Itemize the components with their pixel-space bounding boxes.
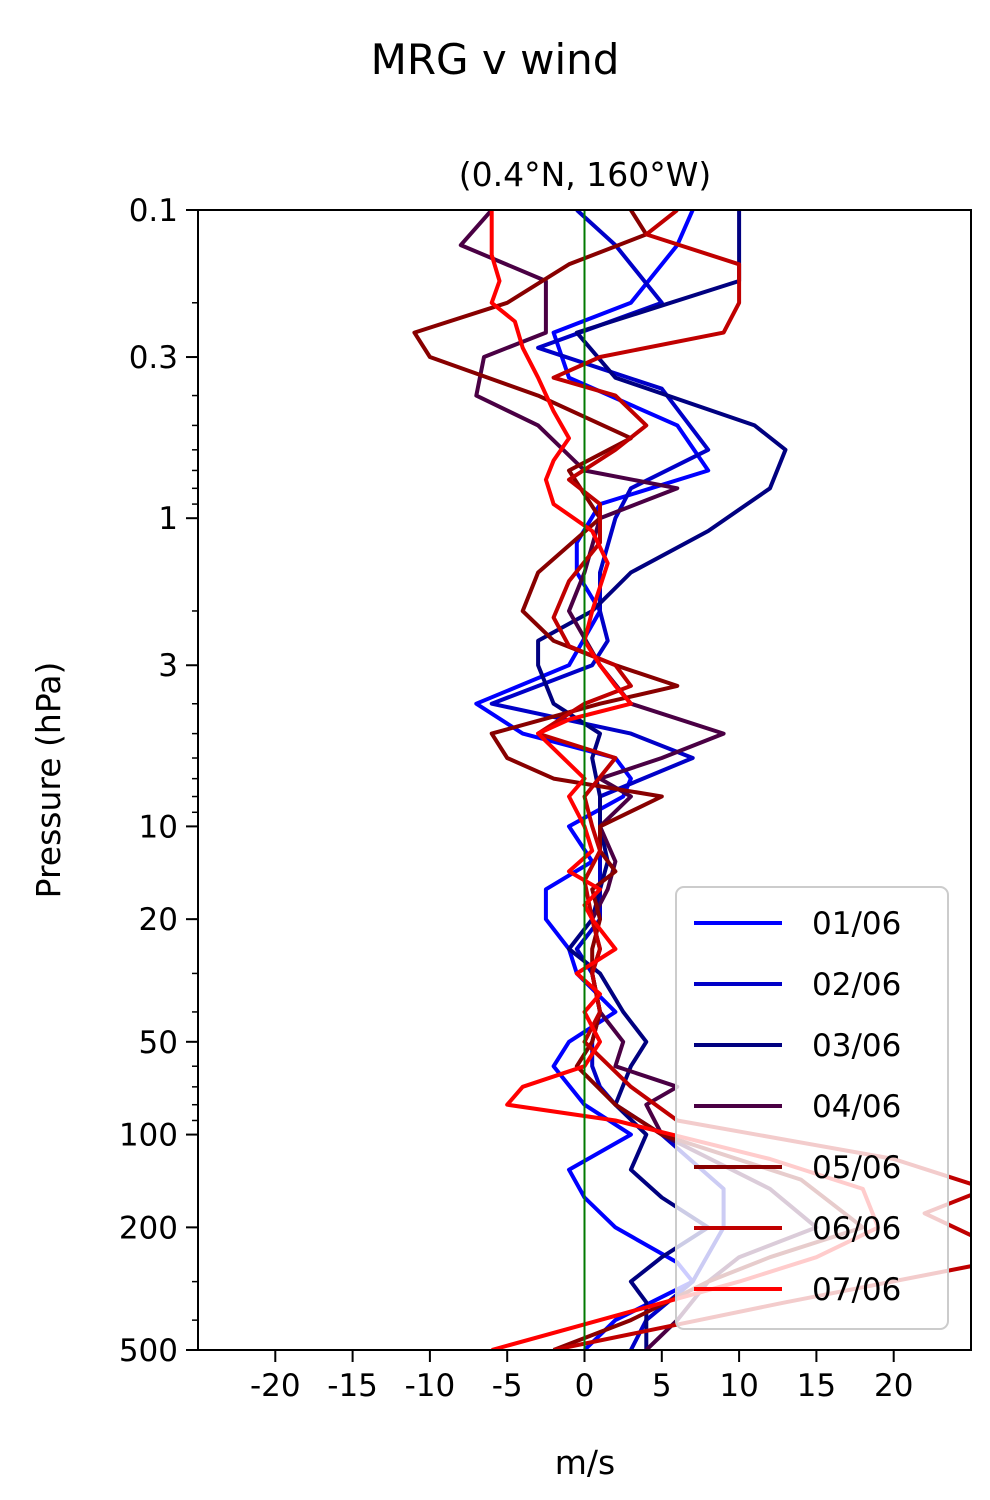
x-tick-label: -20 [250,1368,301,1404]
legend-label: 07/06 [812,1272,901,1308]
x-tick-label: 10 [719,1368,758,1404]
x-tick-label: 0 [575,1368,595,1404]
legend-label: 02/06 [812,967,901,1003]
legend-label: 04/06 [812,1089,901,1125]
x-axis-ticks: -20 -15 -10 -5 0 5 10 15 20 [250,1350,913,1404]
x-tick-label: -10 [405,1368,456,1404]
y-tick-label: 0.1 [129,193,178,229]
series-line [536,210,788,1350]
legend-label: 06/06 [812,1211,901,1247]
plot-lines [412,210,971,1350]
y-tick-label: 20 [139,902,178,938]
series-line [536,210,971,1350]
x-tick-label: 5 [652,1368,672,1404]
y-axis-ticks: 0.1 0.3 1 3 10 20 50 100 200 500 [119,193,198,1369]
x-tick-label: 15 [797,1368,836,1404]
legend: 01/06 02/06 03/06 04/06 05/06 06/06 07/06 [675,886,949,1330]
y-tick-label: 0.3 [129,340,178,376]
y-tick-label: 10 [139,809,178,845]
legend-label: 01/06 [812,906,901,942]
plot-frame [197,209,972,1351]
series-line [489,210,881,1350]
y-tick-label: 3 [158,648,178,684]
y-tick-label: 100 [119,1118,178,1154]
legend-box [675,886,949,1330]
y-tick-label: 500 [119,1333,178,1369]
chart-title: MRG v wind [371,35,620,84]
x-tick-label: -15 [327,1368,378,1404]
y-tick-label: 200 [119,1210,178,1246]
series-line [474,210,711,1350]
x-axis-label: m/s [555,1443,615,1482]
legend-label: 05/06 [812,1150,901,1186]
x-tick-label: 20 [874,1368,913,1404]
x-tick-label: -5 [492,1368,523,1404]
y-tick-label: 50 [139,1025,178,1061]
legend-label: 03/06 [812,1028,901,1064]
y-axis-label: Pressure (hPa) [29,662,68,899]
y-tick-label: 1 [158,501,178,537]
chart-subtitle: (0.4°N, 160°W) [459,155,712,194]
